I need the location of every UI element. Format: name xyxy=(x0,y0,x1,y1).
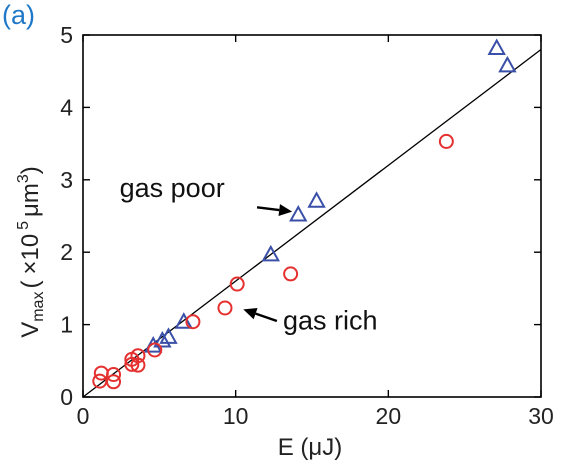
data-point-circle xyxy=(147,342,163,358)
x-tick-label: 20 xyxy=(376,403,402,429)
ticks: 0 10 20 30 0 1 2 3 4 5 xyxy=(60,22,554,429)
y-axis-title-times: ×10 xyxy=(17,234,44,275)
data-point-triangle xyxy=(289,204,308,222)
y-axis-title-unit: μm xyxy=(17,183,44,217)
data-point-circle xyxy=(130,348,146,364)
y-axis-title-sup: 5 xyxy=(15,221,32,230)
data-point-circle xyxy=(106,367,122,383)
y-tick-label: 5 xyxy=(60,22,73,48)
data-point-circle xyxy=(93,365,109,381)
plot-frame xyxy=(82,34,542,398)
data-point-triangle xyxy=(307,191,326,208)
data-point-circle xyxy=(130,357,146,373)
data-point-circle xyxy=(229,276,245,292)
y-axis-title-sub: max xyxy=(30,292,47,322)
annotation-arrow-shaft xyxy=(255,312,278,323)
data-point-triangle xyxy=(261,244,280,262)
x-axis-title: E (μJ) xyxy=(278,434,343,461)
data-point-circle xyxy=(283,266,299,282)
x-tick-label: 30 xyxy=(528,403,554,429)
y-tick-label: 2 xyxy=(60,239,73,265)
y-axis-title-base: V xyxy=(17,322,44,338)
data-point-circle xyxy=(217,300,233,316)
y-axis-title-paren-close: ) xyxy=(17,166,44,174)
y-axis-title-paren-open: ( xyxy=(17,281,44,289)
data-point-circle xyxy=(438,133,454,149)
y-tick-label: 0 xyxy=(60,384,73,410)
data-point-triangle xyxy=(159,327,178,344)
y-tick-label: 3 xyxy=(60,167,73,193)
annotation-arrow-head xyxy=(243,307,258,320)
y-axis-title: Vmax ( ×10 5 μm3) xyxy=(15,166,47,338)
data-point-triangle xyxy=(153,330,172,348)
data-point-circle xyxy=(185,314,201,330)
markers xyxy=(92,38,517,390)
annotation-arrow-shaft xyxy=(256,206,280,212)
y-tick-label: 1 xyxy=(60,312,73,338)
annotation-text: gas rich xyxy=(283,306,378,336)
annotation-arrow-head xyxy=(278,204,293,217)
x-tick-label: 10 xyxy=(223,403,249,429)
annotation-text: gas poor xyxy=(120,173,225,203)
y-tick-label: 4 xyxy=(60,94,73,120)
x-tick-label: 0 xyxy=(77,403,90,429)
data-point-triangle xyxy=(498,55,517,73)
data-point-triangle xyxy=(174,312,193,329)
annotations: gas poor gas rich xyxy=(120,173,378,335)
data-point-triangle xyxy=(487,38,506,56)
panel-label: (a) xyxy=(2,0,35,30)
y-axis-title-unit-sup: 3 xyxy=(15,174,32,183)
data-point-circle xyxy=(106,374,122,390)
